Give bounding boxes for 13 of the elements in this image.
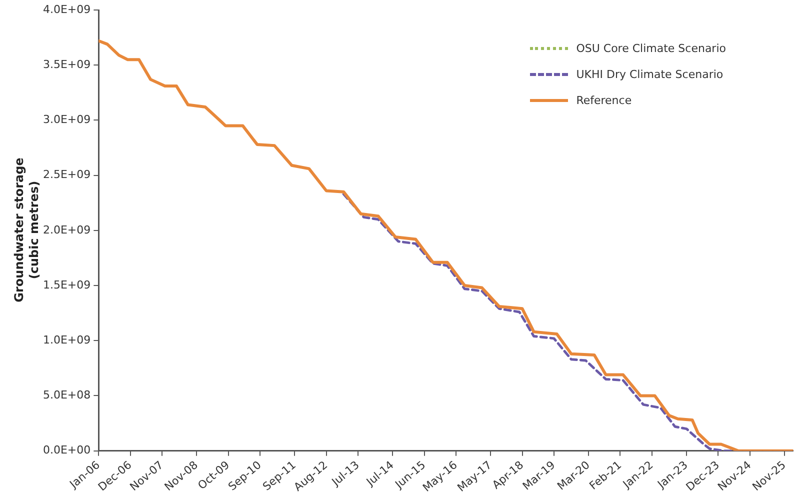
y-tick-label: 3.5E+09 [42,58,91,71]
y-tick-label: 0.0E+00 [42,444,91,457]
y-tick-label: 2.5E+09 [42,168,91,182]
y-axis-title: Groundwater storage (cubic metres) [12,156,42,304]
legend-label: UKHI Dry Climate Scenario [576,68,724,80]
y-tick-label: 5.0E+08 [42,388,91,402]
y-tick-label: 2.0E+09 [42,223,91,236]
legend-label: OSU Core Climate Scenario [576,42,726,54]
y-tick-label: 1.5E+09 [42,278,91,292]
legend-label: Reference [576,94,632,106]
y-tick-label: 4.0E+09 [42,2,91,16]
y-tick-label: 1.0E+09 [42,333,91,346]
y-tick-label: 3.0E+09 [42,113,91,126]
